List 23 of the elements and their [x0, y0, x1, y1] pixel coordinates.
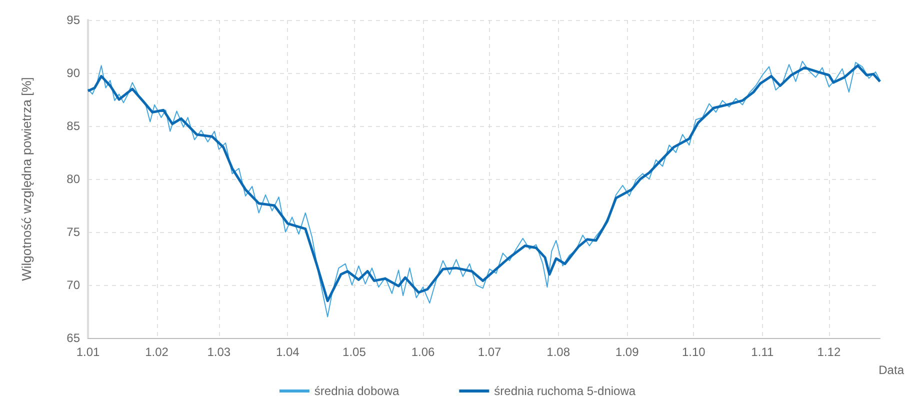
x-tick-label: 1.08: [546, 345, 570, 359]
x-tick-label: 1.12: [817, 345, 841, 359]
x-tick-label: 1.07: [478, 345, 502, 359]
legend-label: średnia ruchoma 5-dniowa: [494, 384, 636, 398]
y-tick-label: 70: [66, 278, 80, 292]
x-tick-label: 1.09: [615, 345, 640, 359]
x-tick-label: 1.04: [276, 345, 300, 359]
x-tick-label: 1.10: [682, 345, 706, 359]
x-tick-label: 1.02: [145, 345, 169, 359]
y-axis-title: Wilgotność względna powietrza [%]: [19, 77, 34, 281]
x-axis-title: Data: [878, 363, 904, 377]
y-tick-label: 90: [66, 66, 80, 80]
x-tick-label: 1.03: [207, 345, 231, 359]
x-tick-label: 1.01: [76, 345, 100, 359]
y-tick-label: 80: [66, 172, 80, 186]
y-tick-label: 65: [66, 331, 80, 345]
x-tick-label: 1.06: [411, 345, 435, 359]
x-tick-label: 1.11: [751, 345, 774, 359]
legend-label: średnia dobowa: [314, 384, 400, 398]
y-tick-label: 85: [66, 119, 80, 133]
y-tick-label: 75: [66, 225, 80, 239]
x-tick-label: 1.05: [342, 345, 366, 359]
y-tick-label: 95: [66, 13, 80, 27]
